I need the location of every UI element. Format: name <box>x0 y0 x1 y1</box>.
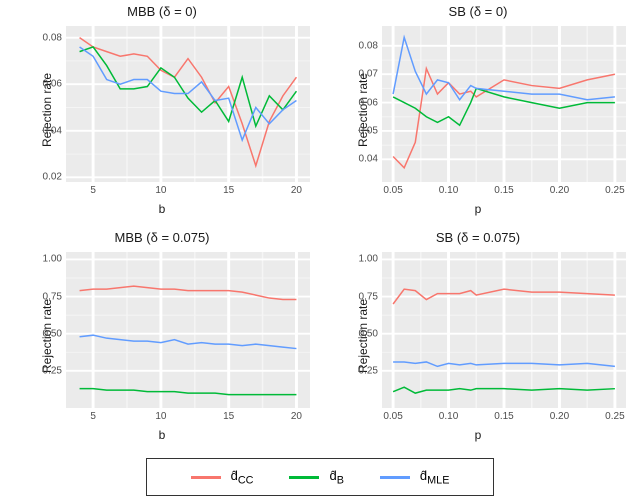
series-line-mle <box>80 335 297 348</box>
panel-bot-right: SB (δ = 0.075)Rejection ratep0.250.500.7… <box>326 230 630 442</box>
y-tick: 0.50 <box>43 328 66 339</box>
panel-bot-left: MBB (δ = 0.075)Rejection rateb0.250.500.… <box>10 230 314 442</box>
y-tick: 0.07 <box>359 69 382 80</box>
x-tick: 0.25 <box>605 182 624 196</box>
x-tick: 0.15 <box>494 408 513 422</box>
y-tick: 1.00 <box>359 254 382 265</box>
legend-label: d̂MLE <box>420 468 450 487</box>
plot-area: 0.040.050.060.070.080.050.100.150.200.25 <box>382 26 626 182</box>
x-tick: 20 <box>291 408 302 422</box>
series-line-cc <box>80 38 297 166</box>
plot-area: 0.250.500.751.005101520 <box>66 252 310 408</box>
x-tick: 0.15 <box>494 182 513 196</box>
legend-swatch <box>191 476 221 479</box>
series-line-b <box>80 389 297 395</box>
y-tick: 0.05 <box>359 125 382 136</box>
plot-area: 0.020.040.060.085101520 <box>66 26 310 182</box>
series-svg <box>382 26 626 182</box>
x-tick: 0.25 <box>605 408 624 422</box>
x-tick: 0.10 <box>439 182 458 196</box>
x-tick: 0.05 <box>383 408 402 422</box>
legend-item: d̂B <box>289 468 343 487</box>
x-tick: 0.20 <box>550 182 569 196</box>
x-tick: 5 <box>90 408 96 422</box>
panel-title: SB (δ = 0) <box>326 4 630 19</box>
x-axis-label: p <box>326 202 630 216</box>
x-tick: 20 <box>291 182 302 196</box>
y-tick: 0.04 <box>359 154 382 165</box>
y-tick: 0.75 <box>43 291 66 302</box>
panel-title: MBB (δ = 0.075) <box>10 230 314 245</box>
y-tick: 1.00 <box>43 254 66 265</box>
series-line-cc <box>80 286 297 299</box>
x-tick: 5 <box>90 182 96 196</box>
legend-item: d̂CC <box>191 468 254 487</box>
x-tick: 0.10 <box>439 408 458 422</box>
y-tick: 0.06 <box>359 97 382 108</box>
x-tick: 10 <box>155 182 166 196</box>
series-svg <box>382 252 626 408</box>
legend: d̂CC d̂B d̂MLE <box>0 458 640 496</box>
panel-title: SB (δ = 0.075) <box>326 230 630 245</box>
x-axis-label: b <box>10 428 314 442</box>
series-svg <box>66 252 310 408</box>
legend-item: d̂MLE <box>380 468 450 487</box>
x-tick: 0.20 <box>550 408 569 422</box>
y-tick: 0.08 <box>359 40 382 51</box>
figure: MBB (δ = 0)Rejection rateb0.020.040.060.… <box>0 0 640 502</box>
x-tick: 15 <box>223 408 234 422</box>
panel-top-left: MBB (δ = 0)Rejection rateb0.020.040.060.… <box>10 4 314 216</box>
plot-grid: MBB (δ = 0)Rejection rateb0.020.040.060.… <box>10 4 630 442</box>
legend-box: d̂CC d̂B d̂MLE <box>146 458 495 496</box>
x-tick: 0.05 <box>383 182 402 196</box>
panel-title: MBB (δ = 0) <box>10 4 314 19</box>
legend-swatch <box>380 476 410 479</box>
y-tick: 0.08 <box>43 32 66 43</box>
x-tick: 10 <box>155 408 166 422</box>
y-tick: 0.25 <box>359 365 382 376</box>
y-tick: 0.04 <box>43 125 66 136</box>
y-tick: 0.06 <box>43 79 66 90</box>
x-axis-label: b <box>10 202 314 216</box>
y-tick: 0.75 <box>359 291 382 302</box>
y-tick: 0.02 <box>43 172 66 183</box>
x-axis-label: p <box>326 428 630 442</box>
y-tick: 0.50 <box>359 328 382 339</box>
x-tick: 15 <box>223 182 234 196</box>
legend-swatch <box>289 476 319 479</box>
series-svg <box>66 26 310 182</box>
legend-label: d̂CC <box>231 468 254 487</box>
y-tick: 0.25 <box>43 365 66 376</box>
plot-area: 0.250.500.751.000.050.100.150.200.25 <box>382 252 626 408</box>
legend-label: d̂B <box>329 468 343 487</box>
panel-top-right: SB (δ = 0)Rejection ratep0.040.050.060.0… <box>326 4 630 216</box>
